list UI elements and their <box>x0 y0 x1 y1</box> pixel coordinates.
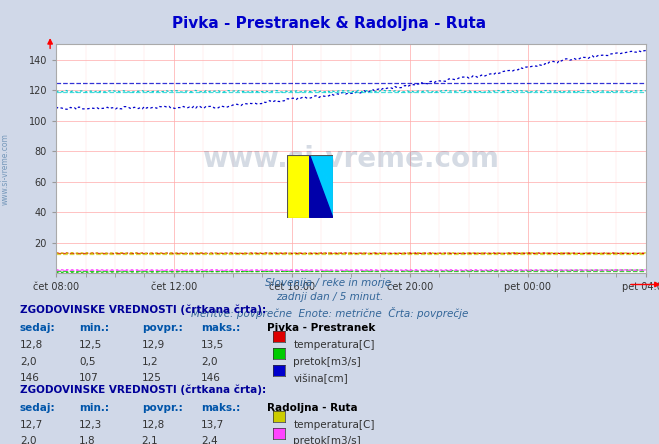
Text: min.:: min.: <box>79 323 109 333</box>
Polygon shape <box>310 155 333 186</box>
Text: 12,3: 12,3 <box>79 420 102 430</box>
Text: pretok[m3/s]: pretok[m3/s] <box>293 436 361 444</box>
Text: sedaj:: sedaj: <box>20 323 55 333</box>
Text: 2,1: 2,1 <box>142 436 158 444</box>
Text: 13,7: 13,7 <box>201 420 224 430</box>
Text: min.:: min.: <box>79 403 109 413</box>
Bar <box>287 155 310 218</box>
Text: povpr.:: povpr.: <box>142 323 183 333</box>
Text: 146: 146 <box>20 373 40 384</box>
Text: 146: 146 <box>201 373 221 384</box>
Text: 125: 125 <box>142 373 161 384</box>
Text: temperatura[C]: temperatura[C] <box>293 340 375 350</box>
Text: ZGODOVINSKE VREDNOSTI (črtkana črta):: ZGODOVINSKE VREDNOSTI (črtkana črta): <box>20 304 266 315</box>
Text: temperatura[C]: temperatura[C] <box>293 420 375 430</box>
Text: višina[cm]: višina[cm] <box>293 373 348 384</box>
Text: Slovenija / reke in morje.: Slovenija / reke in morje. <box>265 278 394 288</box>
Text: 2,4: 2,4 <box>201 436 217 444</box>
Text: Meritve: povprečne  Enote: metrične  Črta: povprečje: Meritve: povprečne Enote: metrične Črta:… <box>191 307 468 319</box>
Text: pretok[m3/s]: pretok[m3/s] <box>293 357 361 367</box>
Text: 12,5: 12,5 <box>79 340 102 350</box>
Text: www.si-vreme.com: www.si-vreme.com <box>202 145 500 173</box>
Text: 2,0: 2,0 <box>20 357 36 367</box>
Text: www.si-vreme.com: www.si-vreme.com <box>1 133 10 205</box>
Text: Pivka - Prestranek: Pivka - Prestranek <box>267 323 375 333</box>
Text: 12,9: 12,9 <box>142 340 165 350</box>
Text: Pivka - Prestranek & Radoljna - Ruta: Pivka - Prestranek & Radoljna - Ruta <box>173 16 486 31</box>
Text: sedaj:: sedaj: <box>20 403 55 413</box>
Text: 1,2: 1,2 <box>142 357 158 367</box>
Text: povpr.:: povpr.: <box>142 403 183 413</box>
Polygon shape <box>310 155 333 218</box>
Text: 107: 107 <box>79 373 99 384</box>
Text: 12,8: 12,8 <box>20 340 43 350</box>
Text: 2,0: 2,0 <box>20 436 36 444</box>
Text: ZGODOVINSKE VREDNOSTI (črtkana črta):: ZGODOVINSKE VREDNOSTI (črtkana črta): <box>20 384 266 395</box>
Text: 1,8: 1,8 <box>79 436 96 444</box>
Text: 0,5: 0,5 <box>79 357 96 367</box>
Text: maks.:: maks.: <box>201 323 241 333</box>
Text: 12,8: 12,8 <box>142 420 165 430</box>
Text: 2,0: 2,0 <box>201 357 217 367</box>
Text: Radoljna - Ruta: Radoljna - Ruta <box>267 403 358 413</box>
Text: zadnji dan / 5 minut.: zadnji dan / 5 minut. <box>276 292 383 302</box>
Text: 13,5: 13,5 <box>201 340 224 350</box>
Polygon shape <box>310 155 333 218</box>
Text: 12,7: 12,7 <box>20 420 43 430</box>
Text: maks.:: maks.: <box>201 403 241 413</box>
